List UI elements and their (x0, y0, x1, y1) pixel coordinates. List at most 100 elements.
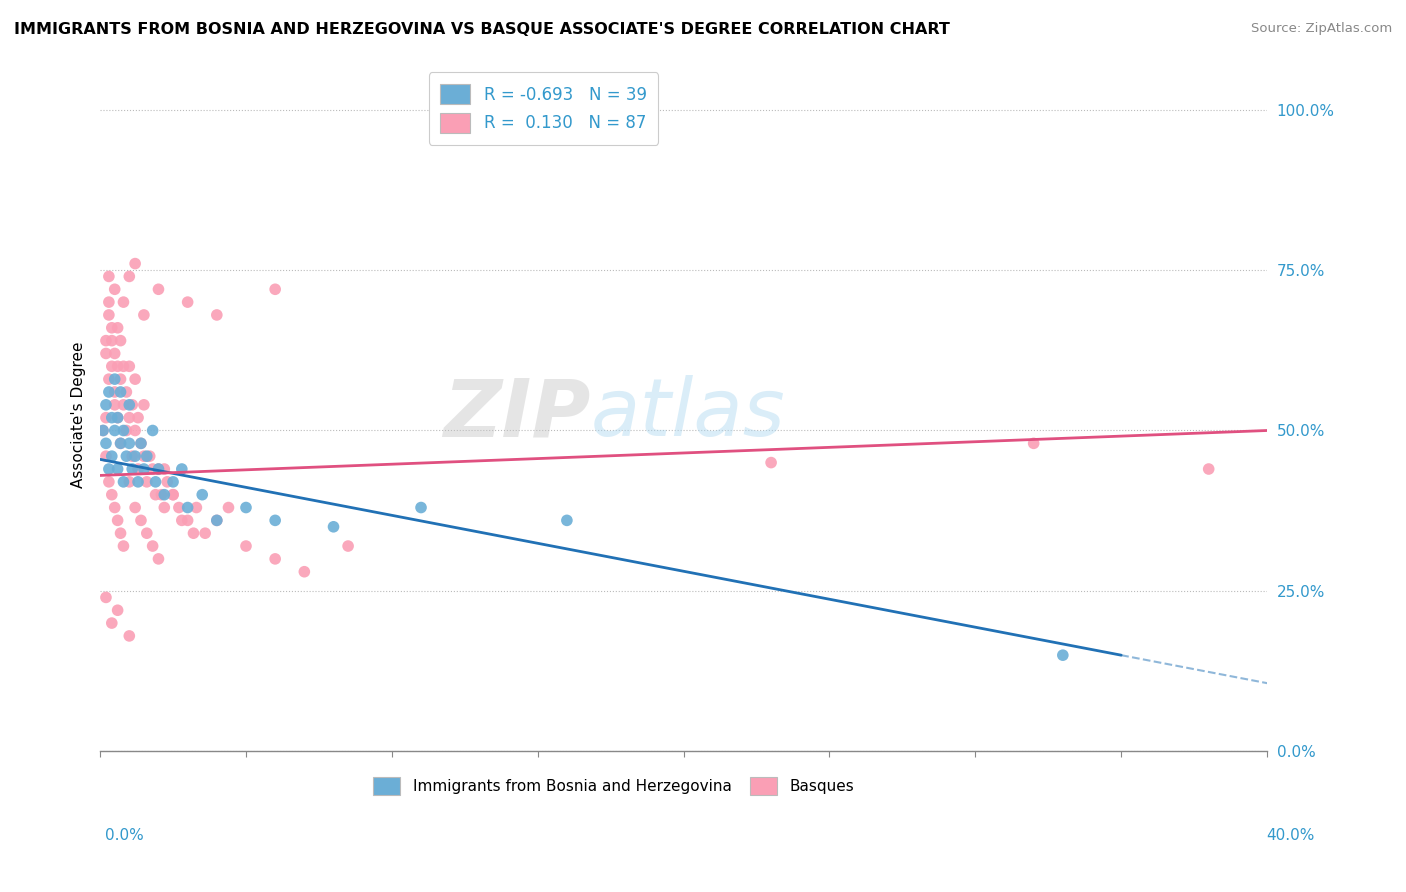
Point (97, 475, 120, 489)
Point (101, 449, 124, 463)
Text: atlas: atlas (591, 376, 785, 453)
Point (107, 320, 129, 334)
Point (124, 449, 146, 463)
Point (127, 462, 149, 476)
Point (127, 475, 149, 489)
Point (176, 500, 198, 515)
Point (138, 449, 160, 463)
Point (129, 436, 152, 450)
Point (264, 513, 287, 527)
Point (205, 513, 228, 527)
Point (121, 462, 143, 476)
Point (191, 488, 214, 502)
Point (142, 424, 165, 438)
Point (107, 513, 129, 527)
Point (104, 372, 127, 386)
Point (94, 436, 117, 450)
Point (1022, 436, 1045, 450)
Point (91, 424, 114, 438)
Point (167, 500, 190, 515)
Point (142, 462, 165, 476)
Point (132, 449, 155, 463)
Point (107, 603, 129, 617)
Point (112, 295, 135, 310)
Text: 40.0%: 40.0% (1267, 829, 1315, 843)
Point (170, 462, 193, 476)
Point (94, 591, 117, 605)
Point (118, 398, 141, 412)
Point (150, 488, 173, 502)
Point (101, 320, 124, 334)
Point (118, 269, 141, 284)
Point (107, 359, 129, 374)
Point (162, 475, 184, 489)
Point (112, 359, 135, 374)
Point (104, 384, 127, 399)
Point (132, 398, 155, 412)
Point (129, 513, 152, 527)
Point (110, 436, 132, 450)
Point (132, 462, 155, 476)
Point (127, 410, 149, 425)
Point (176, 295, 198, 310)
Text: 0.0%: 0.0% (105, 829, 145, 843)
Point (162, 488, 184, 502)
Point (94, 449, 117, 463)
Point (118, 475, 141, 489)
Point (94, 410, 117, 425)
Point (112, 398, 135, 412)
Point (101, 488, 124, 502)
Point (186, 500, 208, 515)
Point (148, 462, 170, 476)
Point (101, 334, 124, 348)
Point (110, 334, 132, 348)
Point (156, 475, 179, 489)
Point (176, 513, 198, 527)
Point (104, 398, 127, 412)
Point (183, 526, 205, 541)
Point (115, 424, 138, 438)
Point (759, 456, 782, 470)
Point (110, 384, 132, 399)
Point (91, 424, 114, 438)
Point (97, 295, 120, 310)
Point (104, 282, 127, 296)
Point (118, 629, 141, 643)
Point (205, 513, 228, 527)
Point (118, 410, 141, 425)
Point (322, 520, 344, 534)
Point (194, 526, 217, 541)
Y-axis label: Associate's Degree: Associate's Degree (72, 342, 86, 488)
Point (112, 475, 135, 489)
Point (107, 462, 129, 476)
Point (148, 282, 170, 296)
Point (107, 410, 129, 425)
Point (235, 539, 257, 553)
Point (110, 372, 132, 386)
Point (115, 449, 138, 463)
Point (153, 488, 176, 502)
Point (121, 449, 143, 463)
Point (104, 424, 127, 438)
Point (145, 488, 167, 502)
Point (142, 539, 165, 553)
Point (97, 308, 120, 322)
Point (135, 475, 157, 489)
Point (292, 565, 315, 579)
Point (124, 424, 146, 438)
Text: Source: ZipAtlas.com: Source: ZipAtlas.com (1251, 22, 1392, 36)
Point (118, 359, 141, 374)
Point (94, 398, 117, 412)
Point (162, 488, 184, 502)
Point (148, 462, 170, 476)
Point (94, 334, 117, 348)
Point (218, 500, 240, 515)
Point (555, 513, 578, 527)
Point (337, 539, 360, 553)
Point (129, 436, 152, 450)
Point (121, 398, 143, 412)
Point (104, 500, 127, 515)
Point (97, 372, 120, 386)
Point (135, 526, 157, 541)
Point (112, 539, 135, 553)
